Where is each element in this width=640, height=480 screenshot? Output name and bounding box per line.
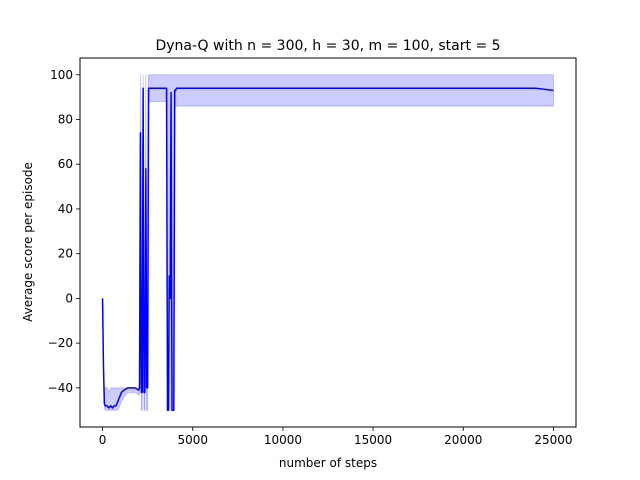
x-axis-ticks: 0 5000 10000 15000 20000 25000 [99, 427, 573, 447]
x-axis-label: number of steps [279, 456, 377, 470]
y-tick-label: 100 [50, 68, 73, 82]
y-tick-label: −20 [48, 336, 73, 350]
x-tick-label: 25000 [534, 433, 572, 447]
x-tick-label: 10000 [264, 433, 302, 447]
x-tick-label: 15000 [354, 433, 392, 447]
plot-frame [79, 57, 577, 428]
x-tick-label: 20000 [444, 433, 482, 447]
y-axis-label: Average score per episode [21, 162, 35, 322]
x-tick-label: 0 [99, 433, 107, 447]
y-tick-label: 0 [65, 291, 73, 305]
y-tick-label: 20 [58, 247, 73, 261]
series-line-0 [101, 87, 554, 411]
plot-area [80, 58, 576, 427]
x-tick-label: 5000 [177, 433, 208, 447]
y-tick-label: 40 [58, 202, 73, 216]
y-tick-label: 60 [58, 157, 73, 171]
y-axis-ticks: −40 −20 0 20 40 60 80 100 [48, 68, 80, 395]
chart-title: Dyna-Q with n = 300, h = 30, m = 100, st… [155, 38, 500, 54]
y-tick-label: 80 [58, 113, 73, 127]
y-tick-label: −40 [48, 381, 73, 395]
series-line-layer [101, 87, 554, 411]
